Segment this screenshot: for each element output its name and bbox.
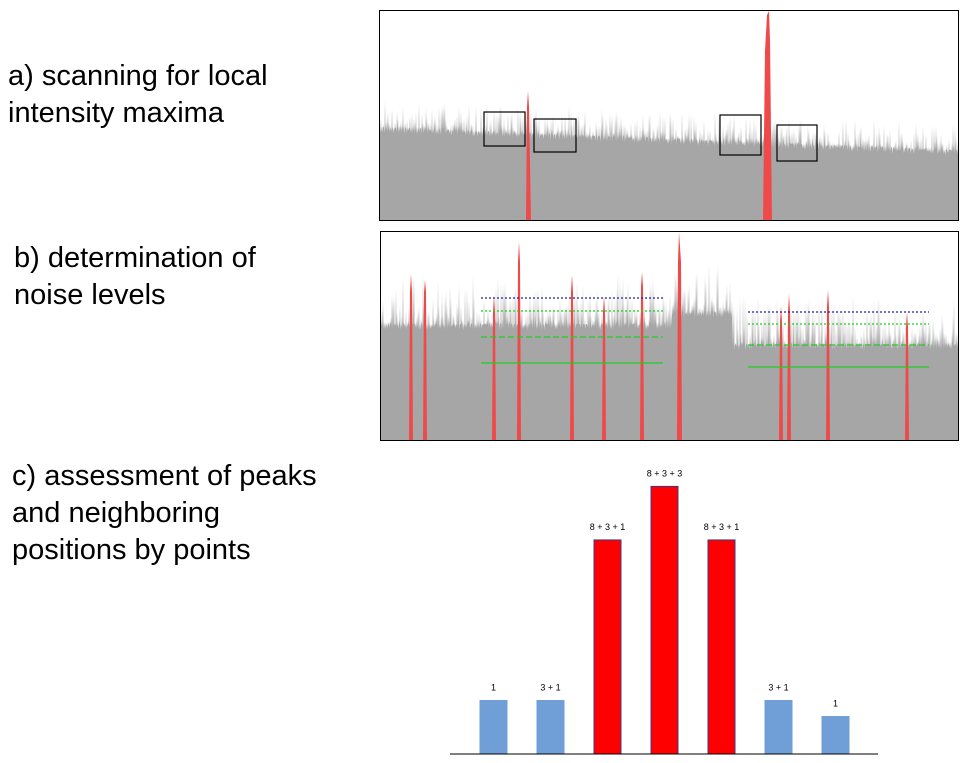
bar [650,485,679,755]
peak-spike [677,232,682,440]
bar-data-label: 3 + 1 [540,682,560,692]
peak-spike [409,274,413,440]
spectrum-panel-a [379,10,959,221]
peak-spike [423,280,427,440]
peak-spike [779,306,783,440]
bar-data-label: 8 + 3 + 1 [590,522,626,532]
spectrum-panel-b [380,231,959,441]
scan-windows [483,111,818,162]
peak-spike [640,272,644,440]
caption-c-line-3: positions by points [12,534,251,566]
bar [821,716,850,755]
peak-spike [763,11,772,220]
caption-a-line-1: a) scanning for local [8,60,268,92]
caption-a-line-2: intensity maxima [8,97,224,129]
bar [479,699,508,755]
peak-spike [905,312,909,440]
bar-data-label: 1 [491,682,496,692]
bar-data-label: 8 + 3 + 3 [647,468,683,478]
peak-spikes [526,11,772,220]
scan-window [483,111,526,147]
peak-spike [526,91,531,220]
peak-spike [492,296,496,440]
bar [764,699,793,755]
bar [536,699,565,755]
caption-c: c) assessment of peaks and neighboring p… [12,458,317,569]
caption-b-line-2: noise levels [14,279,166,311]
scan-window [719,114,762,156]
caption-b-line-1: b) determination of [14,242,256,274]
bar-data-label: 8 + 3 + 1 [704,522,740,532]
bars [479,485,850,755]
noise-level-lines [481,297,929,368]
bar-data-label: 3 + 1 [768,682,788,692]
bar [707,539,736,755]
scan-window [533,118,577,153]
spectrum-plot-a [380,11,958,220]
peak-spike [517,242,521,440]
bar-data-label: 1 [833,699,838,709]
noise-spectrum [381,262,958,440]
peak-spike [602,296,606,440]
bar-labels: 1 3 + 1 8 + 3 + 1 8 + 3 + 3 8 + 3 + 1 3 + 1 1 [491,468,838,708]
noise-spectrum [380,100,958,220]
caption-b: b) determination of noise levels [14,240,256,314]
peak-spike [570,275,574,440]
scan-window [776,124,818,162]
caption-c-line-2: and neighboring [12,497,221,529]
peak-spike [826,290,830,440]
caption-c-line-1: c) assessment of peaks [12,460,317,492]
bar [593,539,622,755]
points-bar-chart: 1 3 + 1 8 + 3 + 1 8 + 3 + 3 8 + 3 + 1 3 + 1 1 [450,468,878,755]
peak-spikes [409,232,909,440]
spectrum-plot-b [381,232,958,440]
caption-a: a) scanning for local intensity maxima [8,58,268,132]
